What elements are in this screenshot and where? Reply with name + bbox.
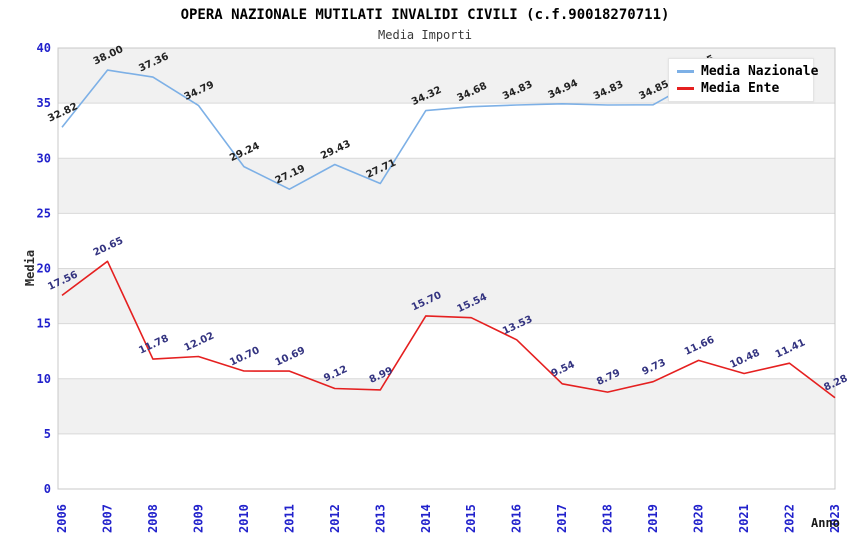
x-axis-title: Anno [811, 516, 840, 530]
band [58, 378, 835, 434]
legend-line-sample-ente [677, 87, 694, 90]
x-axis-ticks: 2006 2007 2008 2009 2010 2011 2012 2013 2014 2015… [55, 504, 842, 533]
y-tick-label: 15 [37, 317, 51, 331]
x-tick-label: 2021 [737, 504, 751, 533]
chart-title: OPERA NAZIONALE MUTILATI INVALIDI CIVILI… [180, 7, 670, 23]
x-tick-label: 2013 [373, 504, 387, 533]
x-tick-label: 2020 [692, 504, 706, 533]
y-tick-label: 40 [37, 41, 51, 55]
legend-item-media-nazionale: Media Nazionale [677, 63, 818, 80]
x-tick-label: 2010 [237, 504, 251, 533]
y-axis-ticks: 0 5 10 15 20 25 30 35 40 [37, 41, 51, 496]
legend-item-media-ente: Media Ente [677, 80, 813, 97]
legend-line-sample-nazionale [677, 70, 694, 73]
legend-label-nazionale: Media Nazionale [701, 64, 819, 79]
series-line [61, 260, 836, 399]
point-label: 9.73 [641, 357, 668, 377]
y-tick-label: 5 [44, 427, 51, 441]
plot-border-rect [57, 47, 836, 490]
gridlines [58, 47, 835, 435]
x-tick-label: 2006 [55, 504, 69, 533]
x-tick-label: 2009 [191, 504, 205, 533]
plot-border [57, 47, 836, 490]
x-tick-label: 2015 [464, 504, 478, 533]
band [58, 158, 835, 214]
point-label: 20.65 [92, 235, 125, 258]
y-tick-label: 20 [37, 262, 51, 276]
y-tick-label: 30 [37, 151, 51, 165]
x-tick-label: 2019 [646, 504, 660, 533]
x-tick-label: 2011 [282, 504, 296, 533]
y-tick-label: 0 [44, 482, 51, 496]
y-tick-label: 25 [37, 206, 51, 220]
point-label: 10.70 [228, 345, 261, 368]
legend: Media Nazionale Media Ente [668, 58, 818, 102]
band [58, 268, 835, 324]
x-tick-label: 2022 [783, 504, 797, 533]
point-label: 11.41 [774, 337, 807, 360]
y-axis-title: Media [23, 249, 37, 287]
chart-subtitle: Media Importi [378, 28, 472, 42]
x-tick-label: 2007 [100, 504, 114, 533]
point-label: 10.48 [728, 348, 761, 371]
x-tick-label: 2018 [601, 504, 615, 533]
x-tick-label: 2008 [146, 504, 160, 533]
point-label: 12.02 [183, 331, 216, 354]
x-tick-label: 2016 [510, 504, 524, 533]
x-tick-label: 2023 [828, 504, 842, 533]
point-label: 8.28 [822, 373, 849, 393]
plot-bands [58, 48, 835, 434]
legend-label-ente: Media Ente [701, 81, 780, 96]
point-label: 32.82 [46, 101, 79, 124]
x-tick-label: 2012 [328, 504, 342, 533]
point-label: 11.66 [683, 334, 716, 357]
x-tick-label: 2014 [419, 504, 433, 533]
x-tick-label: 2017 [555, 504, 569, 533]
y-tick-label: 10 [37, 372, 51, 386]
point-label: 10.69 [274, 345, 307, 368]
y-tick-label: 35 [37, 96, 51, 110]
point-label: 9.54 [550, 359, 577, 379]
